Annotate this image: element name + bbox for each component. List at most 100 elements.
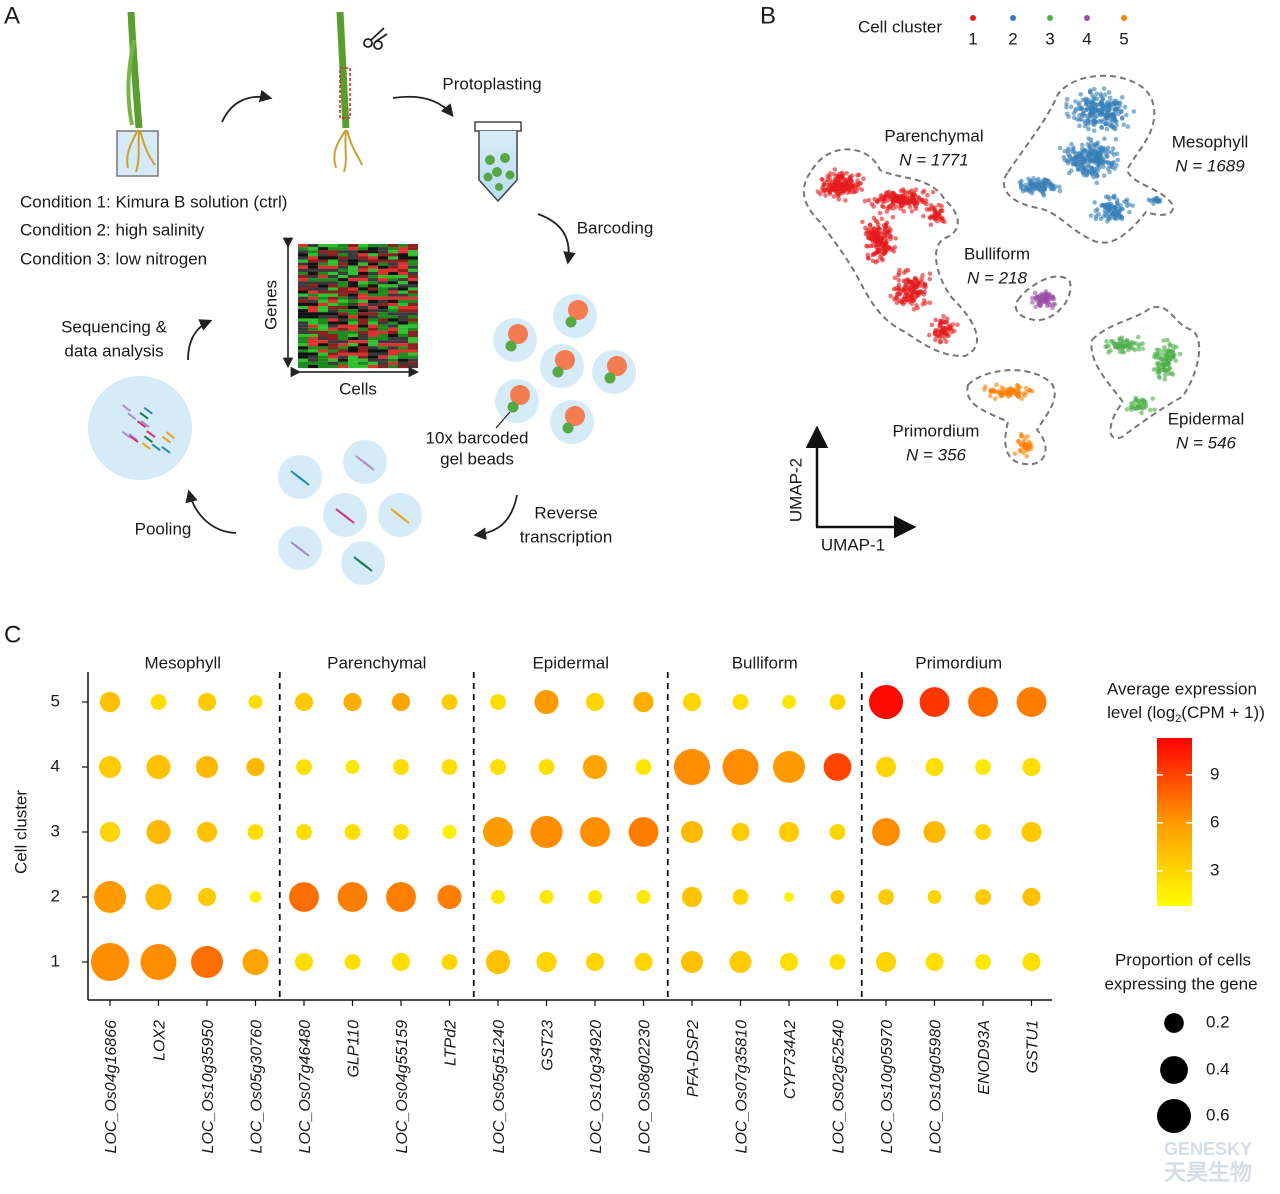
umap-point xyxy=(920,301,926,307)
umap-point xyxy=(866,227,871,232)
heatmap-cell xyxy=(358,293,368,297)
umap-point xyxy=(1057,188,1063,194)
heatmap-cell xyxy=(358,355,368,359)
umap-point xyxy=(901,189,907,194)
dot xyxy=(582,754,608,780)
heatmap-cell xyxy=(388,281,398,285)
umap-point xyxy=(867,231,873,236)
umap-point xyxy=(1014,383,1020,388)
heatmap-cell xyxy=(408,315,418,319)
heatmap-cell xyxy=(368,262,378,266)
umap-point xyxy=(911,306,917,312)
bead xyxy=(555,350,575,370)
heatmap-cell xyxy=(368,244,378,248)
umap-point xyxy=(1177,351,1183,357)
dot xyxy=(146,819,171,845)
heatmap-cell xyxy=(298,275,308,279)
legend-label: 4 xyxy=(1082,29,1091,48)
umap-point xyxy=(1084,107,1089,113)
umap-point xyxy=(1106,343,1111,349)
heatmap-cell xyxy=(348,364,358,369)
heatmap xyxy=(298,244,418,369)
dot xyxy=(391,692,411,712)
heatmap-cell xyxy=(398,296,408,300)
umap-point xyxy=(1065,148,1071,153)
umap-point xyxy=(847,186,852,192)
heatmap-cell xyxy=(298,244,308,248)
umap-point xyxy=(1024,186,1030,192)
heatmap-cell xyxy=(308,256,318,260)
heatmap-cell xyxy=(318,346,328,350)
heatmap-cell xyxy=(408,361,418,365)
heatmap-cell xyxy=(388,250,398,254)
heatmap-cell xyxy=(358,244,368,248)
heatmap-cell xyxy=(308,330,318,334)
heatmap-cell xyxy=(368,271,378,276)
umap-point xyxy=(865,255,871,261)
umap-point xyxy=(1114,162,1119,168)
umap-point xyxy=(820,177,825,182)
umap-point xyxy=(1102,136,1107,142)
heatmap-cell xyxy=(408,318,418,322)
cluster-outlines xyxy=(802,74,1201,466)
umap-point xyxy=(856,172,862,178)
heatmap-cell xyxy=(308,361,318,365)
step-label: Pooling xyxy=(135,519,192,538)
umap-point xyxy=(1071,161,1077,166)
gene-label: LOC_Os08g02230 xyxy=(637,1020,654,1154)
umap-point xyxy=(850,183,856,188)
heatmap-cell xyxy=(348,343,358,347)
dot xyxy=(634,952,653,972)
fragment xyxy=(361,562,373,572)
heatmap-cell xyxy=(378,275,388,279)
heatmap-cell xyxy=(378,290,388,294)
umap-point xyxy=(1093,208,1099,214)
heatmap-cell xyxy=(328,259,338,263)
gene-label: LTPd2 xyxy=(443,1020,460,1066)
heatmap-cell xyxy=(308,318,318,322)
heatmap-cell xyxy=(368,318,378,322)
umap-point xyxy=(830,187,836,193)
panel-c: C Cell cluster LOC_Os04g16866 LOX2 LOC_Os1… xyxy=(4,621,1265,1153)
umap-point xyxy=(1152,407,1157,412)
heatmap-cell xyxy=(398,250,408,254)
heatmap-cell xyxy=(358,337,368,341)
umap-point xyxy=(815,189,821,194)
dot xyxy=(868,684,904,720)
gene-label: LOC_Os10g05980 xyxy=(928,1020,945,1154)
umap-point xyxy=(1155,370,1160,375)
umap-point xyxy=(1142,398,1147,404)
umap-point xyxy=(1091,86,1097,92)
umap-point xyxy=(903,296,908,302)
umap-point xyxy=(1021,450,1026,456)
umap-point xyxy=(885,229,891,234)
dot xyxy=(784,892,794,902)
umap-point xyxy=(1026,180,1032,186)
heatmap-cell xyxy=(318,287,328,291)
umap-point xyxy=(1073,106,1079,112)
axis-label: Cells xyxy=(339,379,377,398)
umap-point xyxy=(900,199,905,205)
heatmap-cell xyxy=(318,318,328,322)
heatmap-cell xyxy=(328,287,338,291)
umap-point xyxy=(928,203,934,208)
dot xyxy=(588,890,602,904)
heatmap-cell xyxy=(388,312,398,316)
heatmap-cell xyxy=(308,262,318,266)
dot xyxy=(530,815,563,849)
heatmap-cell xyxy=(398,349,408,353)
cluster-name: Epidermal xyxy=(1168,409,1245,428)
umap-point xyxy=(1125,124,1131,129)
cell xyxy=(565,316,577,328)
heatmap-cell xyxy=(398,321,408,325)
heatmap-cell xyxy=(408,352,418,356)
legend-swatch xyxy=(1121,15,1127,21)
umap-point xyxy=(891,286,897,292)
heatmap-cell xyxy=(358,302,368,307)
heatmap-cell xyxy=(348,265,358,269)
umap-point xyxy=(1170,372,1176,377)
umap-point xyxy=(852,189,858,194)
heatmap-cell xyxy=(358,278,368,282)
heatmap-cell xyxy=(318,293,328,297)
heatmap-cell xyxy=(358,287,368,291)
